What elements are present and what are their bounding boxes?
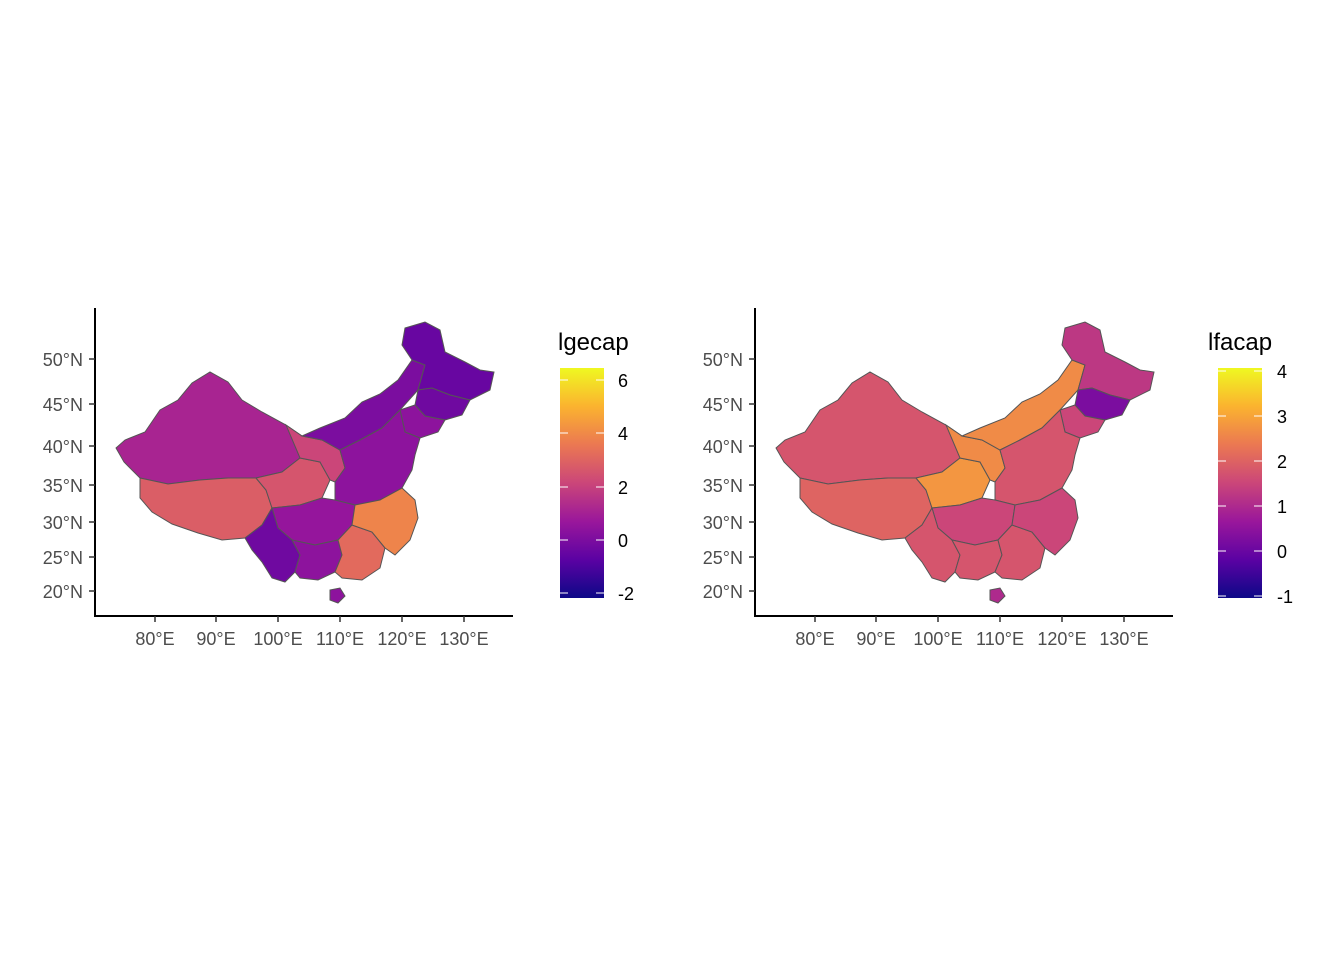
legend-lgecap: lgecap 6 4 2 0 -2 — [558, 329, 634, 604]
region-north-china — [334, 409, 421, 506]
legend-label: 0 — [618, 531, 628, 551]
legend-label: -2 — [618, 584, 634, 604]
region-xinjiang — [115, 371, 303, 485]
x-ticks: 80°E 90°E 100°E 110°E 120°E 130°E — [135, 616, 489, 649]
region-tibet — [799, 477, 933, 541]
legend-label: 1 — [1277, 497, 1287, 517]
region-southeast — [1011, 487, 1079, 556]
x-tick-label: 130°E — [439, 629, 488, 649]
region-qinghai — [255, 457, 331, 509]
x-tick-label: 120°E — [377, 629, 426, 649]
region-hainan — [329, 587, 346, 604]
legend-label: 4 — [618, 424, 628, 444]
region-north-china — [994, 409, 1081, 506]
region-hainan — [989, 587, 1006, 604]
y-tick-label: 30°N — [43, 513, 83, 533]
map-panel-lfacap: 50°N 45°N 40°N 35°N 30°N 25°N 20°N 80°E … — [703, 308, 1293, 649]
y-tick-label: 35°N — [703, 476, 743, 496]
x-tick-label: 80°E — [795, 629, 834, 649]
legend-colorbar — [560, 368, 604, 598]
map-regions — [775, 321, 1155, 604]
x-tick-label: 110°E — [316, 629, 364, 649]
y-tick-label: 20°N — [43, 582, 83, 602]
y-tick-label: 30°N — [703, 513, 743, 533]
y-tick-label: 40°N — [43, 437, 83, 457]
region-xinjiang — [775, 371, 963, 485]
region-tibet — [139, 477, 273, 541]
x-tick-label: 80°E — [135, 629, 174, 649]
y-tick-label: 50°N — [703, 350, 743, 370]
y-tick-label: 25°N — [43, 548, 83, 568]
y-tick-label: 35°N — [43, 476, 83, 496]
region-heilongjiang — [1061, 321, 1155, 401]
legend-label: 0 — [1277, 542, 1287, 562]
map-regions — [115, 321, 495, 604]
legend-label: 6 — [618, 371, 628, 391]
y-ticks: 50°N 45°N 40°N 35°N 30°N 25°N 20°N — [703, 350, 755, 602]
legend-label: 4 — [1277, 362, 1287, 382]
y-tick-label: 45°N — [703, 395, 743, 415]
x-tick-label: 120°E — [1037, 629, 1086, 649]
legend-label: 3 — [1277, 407, 1287, 427]
x-tick-label: 90°E — [196, 629, 235, 649]
y-ticks: 50°N 45°N 40°N 35°N 30°N 25°N 20°N — [43, 350, 95, 602]
legend-label: -1 — [1277, 587, 1293, 607]
region-guangxi — [951, 539, 1003, 581]
legend-lfacap: lfacap 4 3 2 1 0 -1 — [1208, 329, 1293, 607]
x-ticks: 80°E 90°E 100°E 110°E 120°E 130°E — [795, 616, 1149, 649]
legend-title: lgecap — [558, 329, 629, 356]
legend-colorbar — [1218, 368, 1262, 598]
x-tick-label: 110°E — [976, 629, 1024, 649]
map-panel-lgecap: 50°N 45°N 40°N 35°N 30°N 25°N 20°N 80°E … — [43, 308, 634, 649]
region-southeast — [351, 487, 419, 556]
y-tick-label: 45°N — [43, 395, 83, 415]
legend-label: 2 — [618, 478, 628, 498]
x-tick-label: 100°E — [913, 629, 962, 649]
x-tick-label: 90°E — [856, 629, 895, 649]
y-tick-label: 25°N — [703, 548, 743, 568]
region-guangxi — [291, 539, 343, 581]
x-tick-label: 100°E — [253, 629, 302, 649]
y-tick-label: 50°N — [43, 350, 83, 370]
y-tick-label: 40°N — [703, 437, 743, 457]
x-tick-label: 130°E — [1099, 629, 1148, 649]
y-tick-label: 20°N — [703, 582, 743, 602]
region-qinghai — [915, 457, 991, 509]
legend-label: 2 — [1277, 452, 1287, 472]
region-heilongjiang — [401, 321, 495, 401]
legend-title: lfacap — [1208, 329, 1272, 356]
